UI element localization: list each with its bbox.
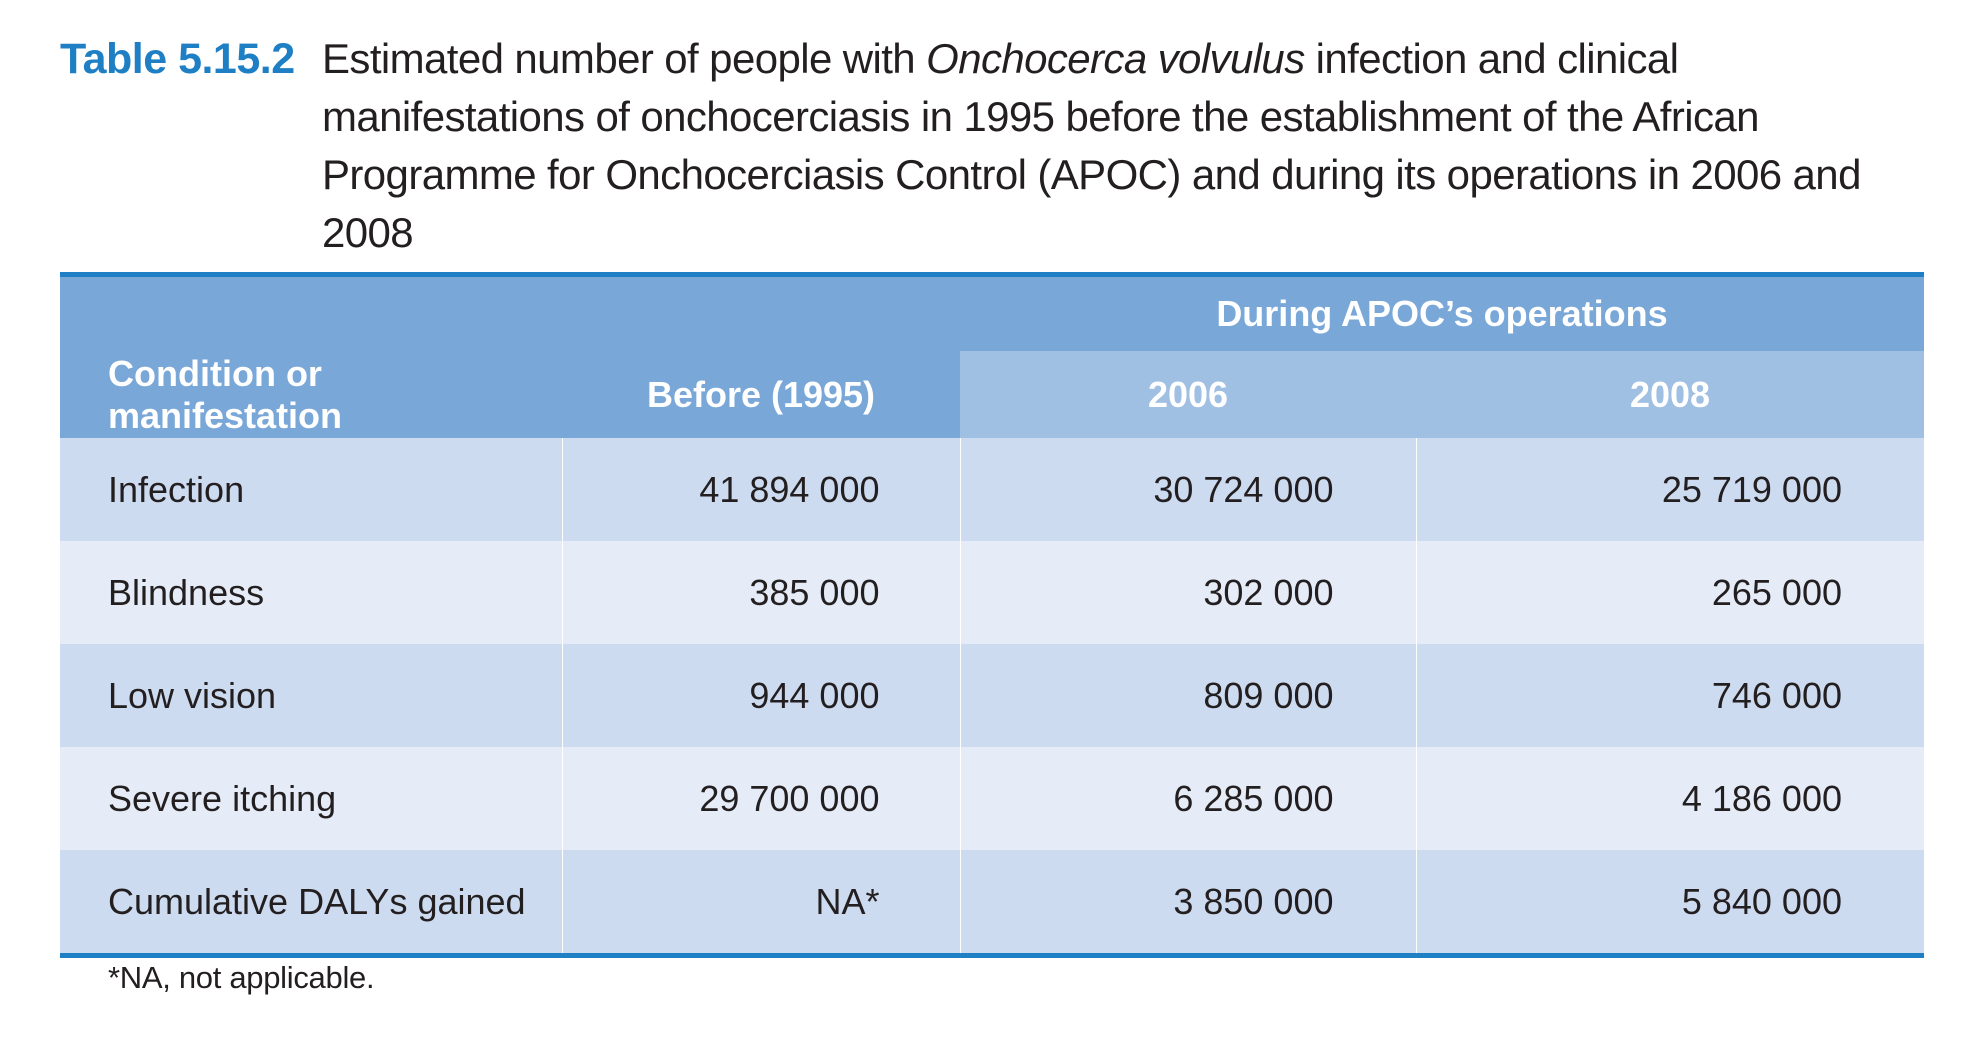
row-condition: Severe itching bbox=[60, 747, 563, 850]
row-condition: Infection bbox=[60, 438, 563, 541]
row-condition: Low vision bbox=[60, 644, 563, 747]
onchocerciasis-table: During APOC’s operations Condition or ma… bbox=[60, 272, 1924, 958]
table-row: Low vision 944 000 809 000 746 000 bbox=[60, 644, 1924, 747]
row-condition: Cumulative DALYs gained bbox=[60, 850, 563, 958]
data-table-container: During APOC’s operations Condition or ma… bbox=[60, 272, 1924, 958]
cell-2008: 265 000 bbox=[1416, 541, 1924, 644]
title-species-name: Onchocerca volvulus bbox=[926, 35, 1305, 82]
title-text-before: Estimated number of people with bbox=[322, 35, 927, 82]
table-row: Cumulative DALYs gained NA* 3 850 000 5 … bbox=[60, 850, 1924, 958]
cell-2006: 3 850 000 bbox=[960, 850, 1417, 958]
cell-2006: 6 285 000 bbox=[960, 747, 1417, 850]
column-header-row: Condition or manifestation Before (1995)… bbox=[60, 351, 1924, 438]
table-row: Severe itching 29 700 000 6 285 000 4 18… bbox=[60, 747, 1924, 850]
cell-before: 41 894 000 bbox=[562, 438, 961, 541]
table-body: Infection 41 894 000 30 724 000 25 719 0… bbox=[60, 438, 1924, 958]
cell-2008: 746 000 bbox=[1416, 644, 1924, 747]
table-footnote: *NA, not applicable. bbox=[108, 960, 375, 995]
column-header-2006: 2006 bbox=[960, 351, 1416, 438]
table-caption: Table 5.15.2 Estimated number of people … bbox=[60, 30, 1940, 262]
cell-2006: 809 000 bbox=[960, 644, 1417, 747]
table-row: Infection 41 894 000 30 724 000 25 719 0… bbox=[60, 438, 1924, 541]
group-header-row: During APOC’s operations bbox=[60, 272, 1924, 351]
group-header-spacer bbox=[60, 272, 960, 351]
cell-before: 385 000 bbox=[562, 541, 961, 644]
cell-before: NA* bbox=[562, 850, 961, 958]
cell-2008: 25 719 000 bbox=[1416, 438, 1924, 541]
cell-2008: 4 186 000 bbox=[1416, 747, 1924, 850]
cell-before: 944 000 bbox=[562, 644, 961, 747]
cell-2006: 302 000 bbox=[960, 541, 1417, 644]
table-row: Blindness 385 000 302 000 265 000 bbox=[60, 541, 1924, 644]
cell-2006: 30 724 000 bbox=[960, 438, 1417, 541]
table-number: Table 5.15.2 bbox=[60, 35, 295, 83]
cell-before: 29 700 000 bbox=[562, 747, 961, 850]
table-header: During APOC’s operations Condition or ma… bbox=[60, 272, 1924, 438]
title-text-after: infection and clinical manifestations of… bbox=[322, 35, 1861, 256]
cell-2008: 5 840 000 bbox=[1416, 850, 1924, 958]
column-header-2008: 2008 bbox=[1416, 351, 1924, 438]
group-header-during-apoc: During APOC’s operations bbox=[960, 272, 1924, 351]
table-title: Estimated number of people with Onchocer… bbox=[322, 30, 1922, 262]
row-condition: Blindness bbox=[60, 541, 563, 644]
column-header-before: Before (1995) bbox=[562, 351, 960, 438]
column-header-condition: Condition or manifestation bbox=[60, 351, 562, 438]
